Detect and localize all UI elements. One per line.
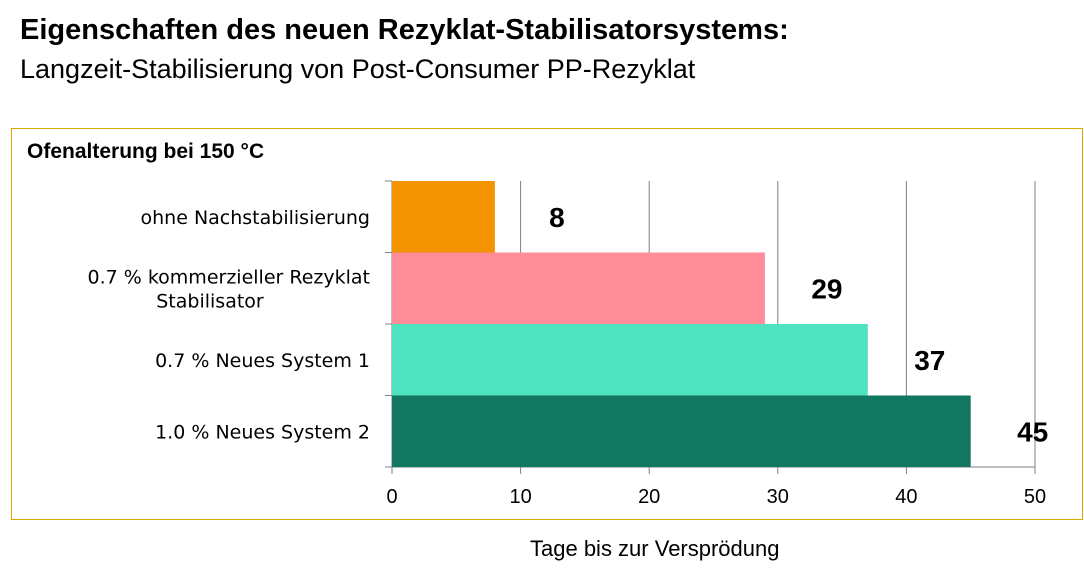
bar-2 [392,252,765,324]
x-axis-label: Tage bis zur Versprödung [530,536,780,561]
tick-label-x-50: 50 [1024,486,1046,508]
page-subtitle: Langzeit-Stabilisierung von Post-Consume… [20,54,696,84]
page-title: Eigenschaften des neuen Rezyklat-Stabili… [20,14,789,46]
category-label-2-line-2: Stabilisator [156,290,264,312]
chart-title: Ofenalterung bei 150 °C [27,140,265,163]
tick-label-x-40: 40 [895,486,917,508]
bar-4 [392,395,971,467]
tick-label-x-10: 10 [509,486,531,508]
category-label-3: 0.7 % Neues System 1 [155,350,370,372]
bar-3 [392,324,868,396]
category-label-2-line-1: 0.7 % kommerzieller Rezyklat [88,266,371,288]
chart-frame [11,128,1083,520]
data-label-1: 8 [549,202,565,233]
data-label-3: 37 [914,345,945,376]
category-label-4: 1.0 % Neues System 2 [155,421,370,443]
data-label-2: 29 [811,273,842,304]
tick-label-x-0: 0 [386,486,397,508]
data-label-4: 45 [1017,416,1048,447]
category-label-1: ohne Nachstabilisierung [141,207,371,229]
tick-label-x-20: 20 [638,486,660,508]
bar-1 [392,181,495,253]
tick-label-x-30: 30 [767,486,789,508]
